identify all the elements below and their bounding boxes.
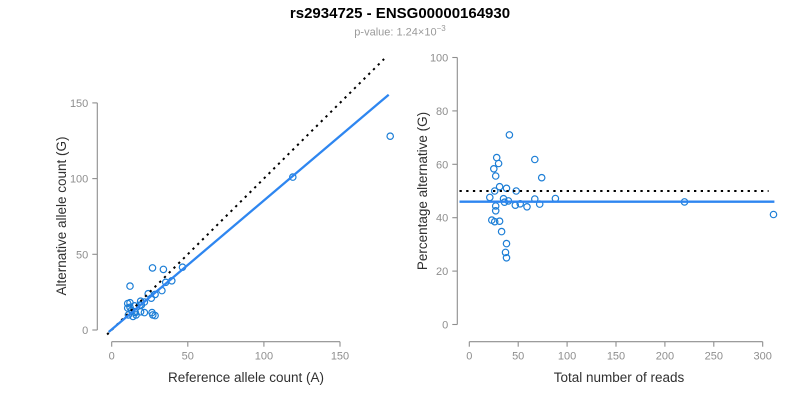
x-tick-label: 0 bbox=[466, 351, 472, 363]
data-point bbox=[126, 282, 134, 290]
identity-line bbox=[106, 58, 385, 336]
data-point bbox=[769, 210, 778, 219]
data-point bbox=[502, 253, 511, 262]
data-point bbox=[136, 307, 145, 316]
data-point bbox=[512, 187, 521, 195]
data-point bbox=[495, 217, 504, 226]
y-tick-label: 20 bbox=[436, 266, 448, 278]
data-point bbox=[501, 248, 510, 257]
data-point bbox=[490, 187, 499, 195]
data-point bbox=[151, 311, 159, 320]
x-tick-label: 300 bbox=[754, 351, 772, 363]
data-point bbox=[523, 203, 531, 211]
y-tick-label: 100 bbox=[430, 53, 448, 65]
data-point bbox=[491, 207, 500, 215]
y-tick-label: 150 bbox=[70, 98, 88, 110]
data-point bbox=[485, 193, 494, 202]
data-point bbox=[491, 172, 500, 180]
y-tick-label: 80 bbox=[436, 106, 448, 118]
data-point bbox=[288, 173, 297, 181]
data-point bbox=[148, 264, 157, 272]
x-tick-label: 200 bbox=[656, 351, 674, 363]
data-point bbox=[502, 239, 511, 248]
x-tick-label: 50 bbox=[512, 351, 524, 363]
y-tick-label: 0 bbox=[82, 325, 88, 337]
y-tick-label: 100 bbox=[70, 174, 88, 186]
x-tick-label: 0 bbox=[109, 351, 115, 363]
y-tick-label: 50 bbox=[76, 249, 88, 261]
x-tick-label: 150 bbox=[331, 351, 349, 363]
right-panel: 0 20 40 60 80 100 0 50 100 150 200 250 300 bbox=[430, 53, 778, 363]
right-xaxis-title: Total number of reads bbox=[554, 370, 685, 385]
regression-line bbox=[107, 93, 390, 333]
y-tick-label: 0 bbox=[442, 320, 448, 332]
x-tick-label: 150 bbox=[607, 351, 625, 363]
data-point bbox=[159, 265, 168, 274]
left-xaxis-title: Reference allele count (A) bbox=[168, 370, 324, 385]
y-tick-label: 40 bbox=[436, 213, 448, 225]
data-point bbox=[140, 298, 149, 306]
figure-title: rs2934725 - ENSG00000164930 bbox=[289, 5, 511, 22]
data-point bbox=[490, 217, 499, 226]
pvalue-text: p-value: 1.24×10 bbox=[354, 26, 437, 39]
data-point bbox=[140, 308, 149, 317]
data-point bbox=[495, 182, 504, 191]
data-point bbox=[489, 165, 498, 173]
data-point bbox=[124, 311, 133, 319]
data-point bbox=[505, 131, 514, 139]
x-tick-label: 250 bbox=[705, 351, 723, 363]
y-tick-label: 60 bbox=[436, 159, 448, 171]
x-tick-label: 100 bbox=[255, 351, 273, 363]
left-yaxis-title: Alternative allele count (G) bbox=[54, 136, 69, 295]
data-point bbox=[530, 155, 539, 164]
data-point bbox=[497, 227, 506, 236]
x-tick-label: 50 bbox=[182, 351, 194, 363]
pvalue-exponent: −3 bbox=[436, 24, 446, 33]
right-yaxis-title: Percentage alternative (G) bbox=[415, 112, 430, 270]
data-point bbox=[494, 159, 503, 168]
figure-subtitle-pvalue: p-value: 1.24×10−3 bbox=[0, 24, 800, 39]
data-point bbox=[537, 173, 546, 182]
x-tick-label: 100 bbox=[558, 351, 576, 363]
left-panel: 0 50 100 150 0 50 100 150 bbox=[70, 58, 395, 363]
data-point bbox=[386, 132, 395, 141]
